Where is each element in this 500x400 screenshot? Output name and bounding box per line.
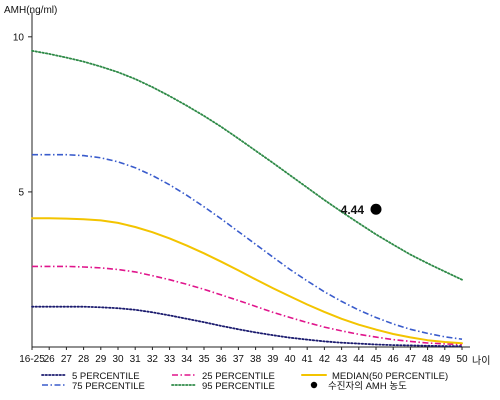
series-line-75-percentile — [32, 153, 463, 340]
legend: 5 PERCENTILE 25 PERCENTILE MEDIAN(50 PERCE… — [41, 371, 448, 392]
legend-marker-patient — [310, 381, 318, 389]
x-tick-label: 49 — [439, 354, 451, 365]
legend-label: MEDIAN(50 PERCENTILE) — [332, 371, 448, 382]
legend-label: 5 PERCENTILE — [72, 371, 140, 382]
x-tick-label: 27 — [61, 354, 73, 365]
x-tick-label: 28 — [78, 354, 90, 365]
x-tick-label: 43 — [336, 354, 348, 365]
legend-label-patient: 수진자의 AMH 농도 — [328, 381, 407, 392]
x-tick-label: 47 — [405, 354, 417, 365]
x-tick-label: 48 — [422, 354, 434, 365]
x-tick-label: 46 — [388, 354, 400, 365]
x-tick-label: 45 — [370, 354, 382, 365]
x-tick-label: 34 — [181, 354, 193, 365]
y-tick-label: 5 — [18, 187, 24, 198]
y-tick-label: 10 — [13, 32, 25, 43]
x-tick-label: 16-25 — [19, 354, 45, 365]
series-lines — [31, 49, 463, 348]
x-tick-label: 29 — [95, 354, 107, 365]
x-tick-label: 37 — [233, 354, 245, 365]
x-tick-label: 26 — [44, 354, 56, 365]
x-axis-label: 나이 — [472, 355, 490, 367]
legend-label: 95 PERCENTILE — [202, 381, 275, 392]
patient-point-layer: 4.44 — [341, 203, 382, 217]
x-tick-label: 39 — [267, 354, 279, 365]
legend-label: 75 PERCENTILE — [72, 381, 145, 392]
x-tick-label: 42 — [319, 354, 331, 365]
x-tick-label: 33 — [164, 354, 176, 365]
patient-amh-point — [370, 203, 382, 215]
series-line-5-percentile — [31, 305, 463, 348]
series-line-25-percentile — [32, 265, 463, 346]
x-tick-label: 50 — [456, 354, 468, 365]
x-tick-label: 38 — [250, 354, 262, 365]
x-tick-label: 32 — [147, 354, 159, 365]
legend-label: 25 PERCENTILE — [202, 371, 275, 382]
x-tick-label: 40 — [284, 354, 296, 365]
x-tick-label: 41 — [302, 354, 314, 365]
y-axis-label: AMH(ng/ml) — [4, 5, 57, 16]
x-tick-label: 44 — [353, 354, 365, 365]
x-tick-label: 36 — [216, 354, 228, 365]
x-tick-label: 31 — [130, 354, 142, 365]
series-line-95-percentile — [31, 49, 463, 281]
patient-amh-value-label: 4.44 — [341, 203, 365, 217]
x-tick-label: 30 — [112, 354, 124, 365]
series-line-median-50-percentile — [31, 217, 463, 345]
x-tick-label: 35 — [198, 354, 210, 365]
